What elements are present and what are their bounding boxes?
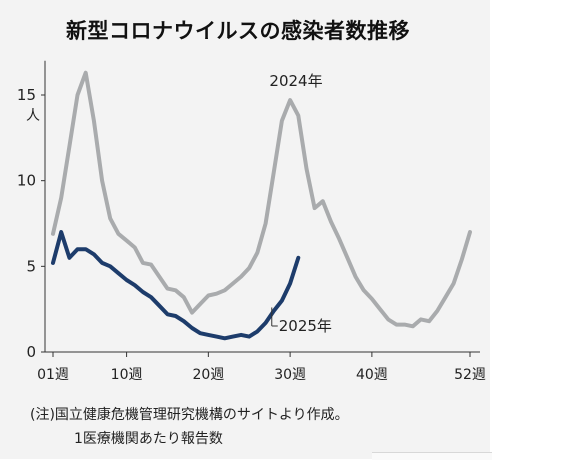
chart-title: 新型コロナウイルスの感染者数推移 bbox=[66, 19, 410, 43]
x-tick-label: 01週 bbox=[37, 367, 69, 383]
series-label-2024: 2024年 bbox=[269, 72, 322, 90]
footnote-unit: 1医療機関あたり報告数 bbox=[74, 431, 223, 447]
series-label-2025: 2025年 bbox=[279, 317, 332, 335]
y-tick-label: 15 bbox=[17, 86, 36, 104]
y-tick-label: 0 bbox=[26, 343, 36, 361]
y-tick-label: 10 bbox=[17, 172, 36, 190]
y-tick-label: 5 bbox=[26, 257, 36, 275]
x-tick-label: 30週 bbox=[274, 367, 306, 383]
x-tick-label: 52週 bbox=[454, 367, 486, 383]
series-line-2025 bbox=[51, 230, 301, 341]
x-tick-label: 20週 bbox=[192, 367, 224, 383]
x-tick-label: 10週 bbox=[111, 367, 143, 383]
y-axis-unit: 人 bbox=[26, 108, 40, 124]
corner-strip bbox=[372, 452, 492, 460]
footnote-source: (注)国立健康危機管理研究機構のサイトより作成。 bbox=[30, 407, 349, 423]
series-line-2024 bbox=[51, 70, 472, 329]
line-chart: 0 5 10 15 人 01週 10週 20週 30週 40週 52週 2024年 2025年 bbox=[17, 60, 486, 383]
chart-panel: 新型コロナウイルスの感染者数推移 0 5 10 15 人 01週 10週 20週 30週 40週 5… bbox=[0, 0, 490, 459]
x-tick-label: 40週 bbox=[356, 367, 388, 383]
